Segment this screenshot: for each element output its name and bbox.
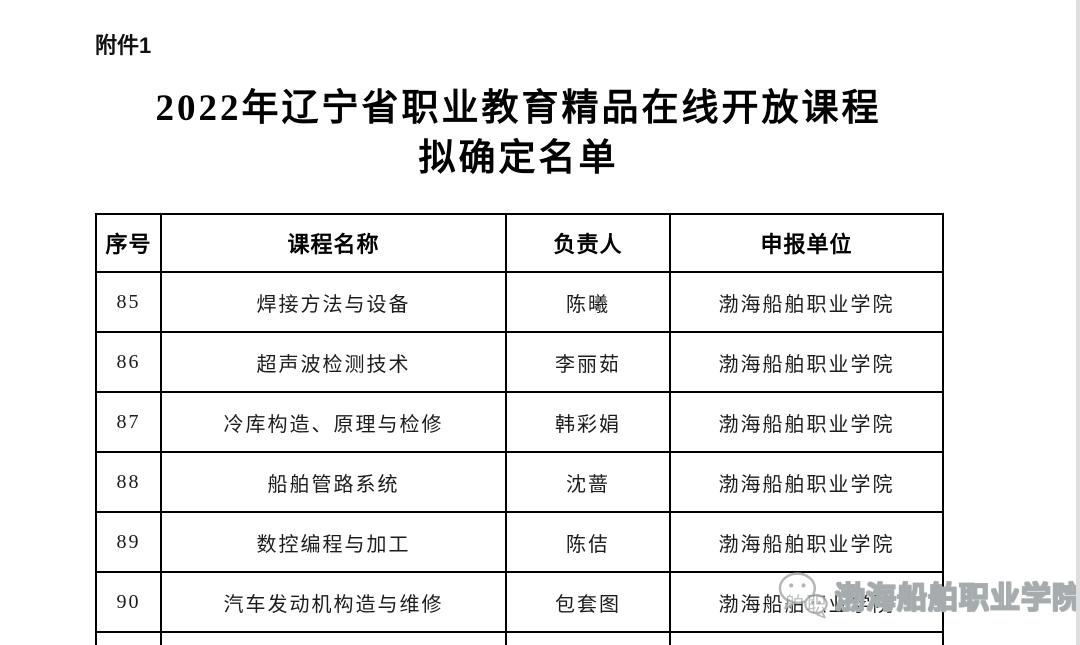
cell-no [95, 631, 162, 645]
page-edge-strip [1076, 0, 1080, 645]
table-row: 88 船舶管路系统 沈蔷 渤海船舶职业学院 [95, 451, 944, 513]
page-title-line1: 2022年辽宁省职业教育精品在线开放课程 [155, 88, 882, 129]
table-row: 89 数控编程与加工 陈佶 渤海船舶职业学院 [95, 511, 944, 573]
cell-unit: 渤海船舶职业学院 [669, 451, 944, 513]
table-row: 90 汽车发动机构造与维修 包套图 渤海船舶职业学院 [95, 571, 944, 633]
table-body: 85 焊接方法与设备 陈曦 渤海船舶职业学院 86 超声波检测技术 李丽茹 渤海… [95, 271, 944, 645]
cell-leader: 韩彩娟 [505, 391, 671, 453]
cell-course: 数控编程与加工 [160, 511, 507, 573]
cell-course: 船舶管路系统 [160, 451, 507, 513]
col-header-leader: 负责人 [505, 213, 671, 273]
table-row: 86 超声波检测技术 李丽茹 渤海船舶职业学院 [95, 331, 944, 393]
cell-no: 86 [95, 331, 162, 393]
cell-course: 汽车发动机构造与维修 [160, 571, 507, 633]
cell-unit: 渤海船舶职业学院 [669, 511, 944, 573]
table-row: 87 冷库构造、原理与检修 韩彩娟 渤海船舶职业学院 [95, 391, 944, 453]
cell-course: 超声波检测技术 [160, 331, 507, 393]
cell-no: 88 [95, 451, 162, 513]
page-title: 2022年辽宁省职业教育精品在线开放课程 拟确定名单 [95, 84, 942, 184]
cell-no: 89 [95, 511, 162, 573]
cell-unit: 渤海船舶职业学院 [669, 331, 944, 393]
col-header-no: 序号 [95, 213, 162, 273]
table-row: 85 焊接方法与设备 陈曦 渤海船舶职业学院 [95, 271, 944, 333]
col-header-course: 课程名称 [160, 213, 507, 273]
cell-unit: 渤海船舶职业学院 [669, 571, 944, 633]
cell-no: 87 [95, 391, 162, 453]
cell-course: 冷库构造、原理与检修 [160, 391, 507, 453]
cell-leader: 包套图 [505, 571, 671, 633]
table-header-row: 序号 课程名称 负责人 申报单位 [95, 213, 944, 273]
cell-leader: 陈佶 [505, 511, 671, 573]
cell-leader: 沈蔷 [505, 451, 671, 513]
cell-no: 90 [95, 571, 162, 633]
course-table: 序号 课程名称 负责人 申报单位 85 焊接方法与设备 陈曦 渤海船舶职业学院 … [95, 213, 944, 645]
col-header-unit: 申报单位 [669, 213, 944, 273]
cell-no: 85 [95, 271, 162, 333]
cell-leader: 陈曦 [505, 271, 671, 333]
cell-leader: 李丽茹 [505, 331, 671, 393]
cell-course: 焊接方法与设备 [160, 271, 507, 333]
cell-leader [505, 631, 671, 645]
cell-unit [669, 631, 944, 645]
cell-unit: 渤海船舶职业学院 [669, 391, 944, 453]
cell-course [160, 631, 507, 645]
page-title-line2: 拟确定名单 [418, 138, 619, 179]
cell-unit: 渤海船舶职业学院 [669, 271, 944, 333]
attachment-label: 附件1 [95, 33, 152, 58]
table-row-partial [95, 631, 944, 645]
